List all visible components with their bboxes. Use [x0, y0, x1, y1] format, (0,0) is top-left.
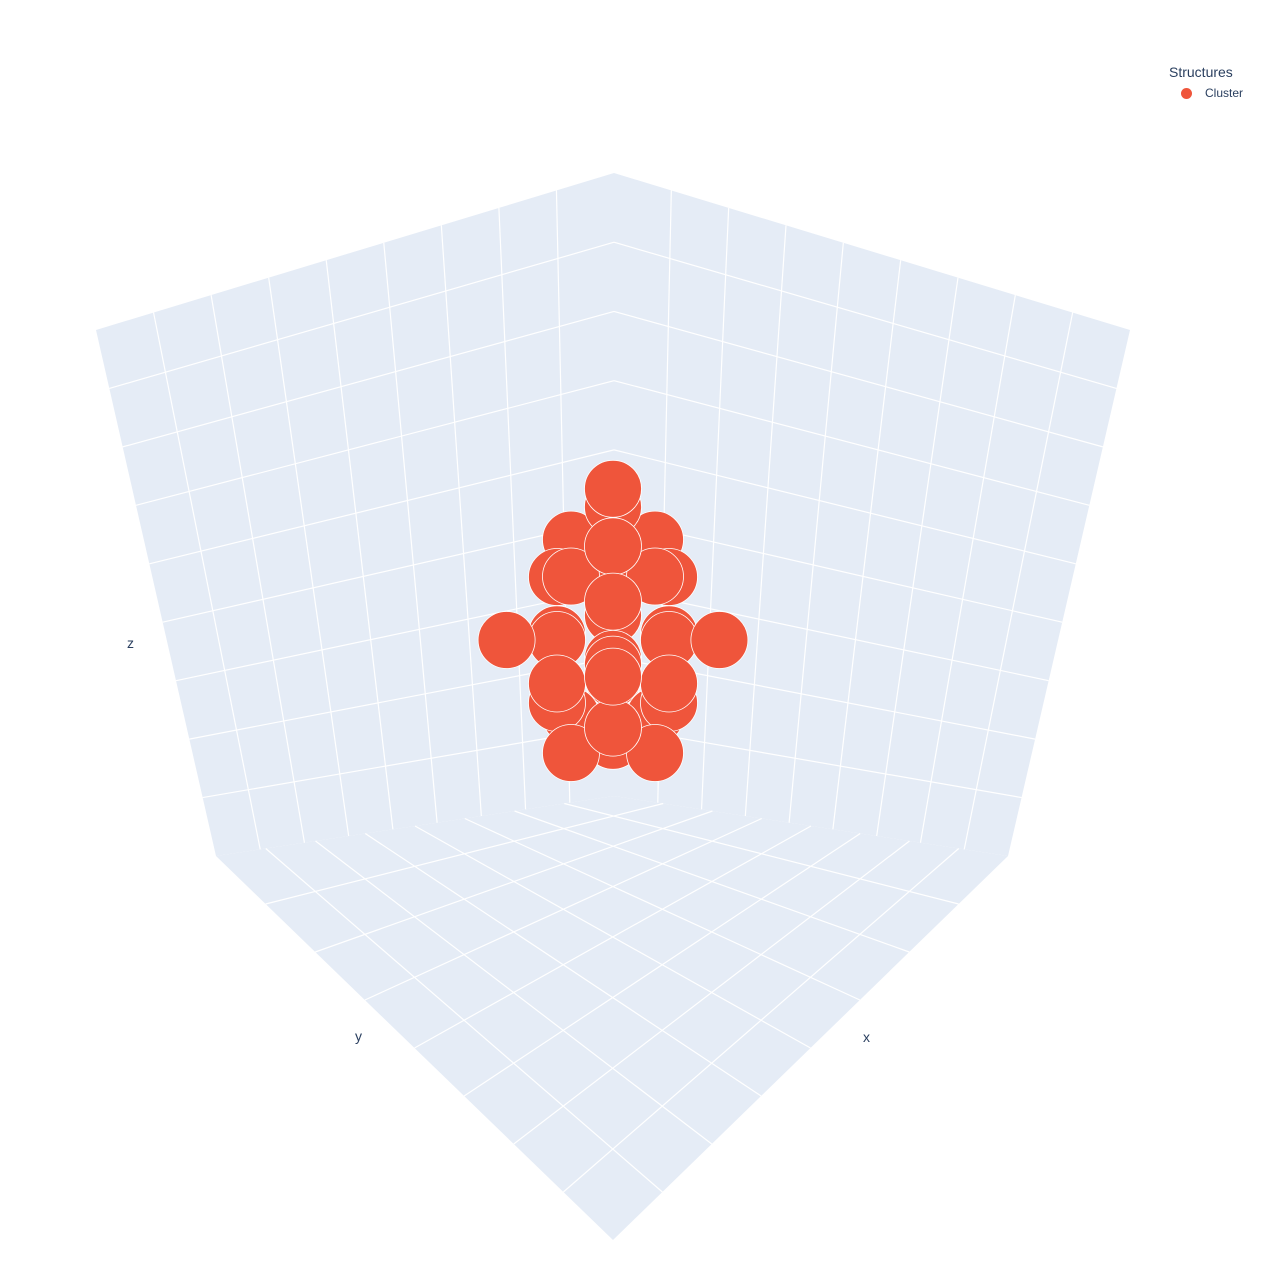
right-pane-gridline [832, 260, 902, 830]
left-pane-gridline [440, 225, 482, 817]
right-pane-gridline [613, 310, 1104, 448]
cluster-point[interactable] [528, 654, 586, 713]
left-pane-gridline [122, 310, 615, 448]
floor-pane-gridline [315, 810, 713, 953]
left-pane-gridline [498, 207, 527, 810]
right-pane-gridline [613, 449, 1076, 565]
cluster-point[interactable] [584, 698, 642, 757]
legend-item-cluster[interactable]: Cluster [1169, 86, 1243, 100]
right-pane-gridline [788, 242, 844, 823]
left-pane-gridline [162, 518, 615, 623]
right-pane-gridline [700, 207, 730, 810]
right-pane-gridline [613, 587, 1049, 682]
right-pane-gridline [744, 225, 787, 817]
left-pane-gridline [325, 260, 394, 830]
cluster-point[interactable] [690, 611, 749, 669]
right-pane-gridline [613, 726, 1022, 799]
left-pane-gridline [383, 242, 438, 823]
cluster-point[interactable] [584, 459, 642, 518]
cluster-point[interactable] [584, 647, 642, 706]
right-pane-gridline [613, 241, 1117, 390]
right-pane-gridline [613, 380, 1090, 506]
right-pane-gridline [876, 277, 959, 837]
left-pane-gridline [149, 449, 615, 565]
left-pane-gridline [109, 241, 615, 390]
back-right-pane [614, 173, 1130, 856]
floor-pane-gridline [562, 848, 960, 1193]
right-pane-gridline [963, 312, 1074, 850]
left-pane-gridline [210, 295, 306, 843]
left-pane-gridline [152, 312, 261, 850]
right-pane-gridline [919, 295, 1016, 843]
cluster-point[interactable] [584, 517, 642, 576]
cluster-point[interactable] [640, 654, 698, 713]
legend-title: Structures [1169, 64, 1233, 80]
y-axis-label: y [355, 1028, 362, 1044]
back-left-pane [96, 173, 614, 856]
floor-pane-gridline [414, 825, 812, 1049]
axis-panes [96, 173, 1130, 1240]
right-pane-gridline [613, 518, 1063, 623]
cluster-point[interactable] [584, 572, 642, 631]
z-axis-label: z [127, 635, 134, 651]
legend-marker-icon [1181, 87, 1192, 99]
floor-pane-gridline [513, 840, 910, 1145]
legend-item-label: Cluster [1205, 86, 1244, 100]
floor-pane-gridline [463, 832, 861, 1097]
left-pane-gridline [268, 277, 350, 837]
left-pane-gridline [175, 587, 615, 682]
floor-pane [216, 796, 1008, 1240]
x-axis-label: x [863, 1029, 870, 1045]
cluster-markers[interactable] [477, 459, 749, 782]
left-pane-gridline [202, 726, 615, 799]
grid-lines [109, 190, 1117, 1193]
cluster-point[interactable] [477, 611, 536, 669]
floor-pane-gridline [265, 802, 664, 905]
left-pane-gridline [135, 380, 615, 506]
floor-pane-gridline [364, 817, 762, 1001]
legend: Structures Cluster [1169, 64, 1243, 100]
